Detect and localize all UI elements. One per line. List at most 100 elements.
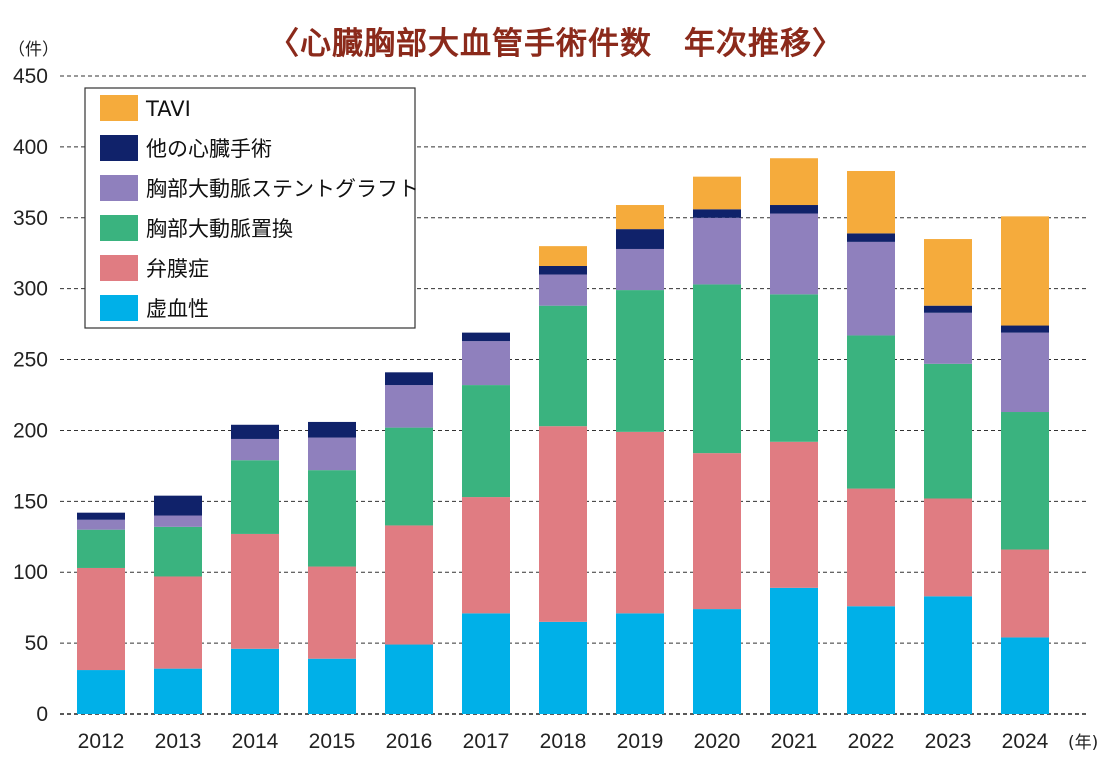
bar-segment <box>231 424 279 439</box>
y-tick-label: 0 <box>36 703 48 726</box>
bar-segment <box>924 305 972 313</box>
bar-segment <box>77 519 125 530</box>
bars <box>77 158 1049 714</box>
bar-segment <box>154 668 202 714</box>
x-tick-label: 2017 <box>463 730 510 753</box>
bar-segment <box>770 158 818 206</box>
legend-label: 弁膜症 <box>146 257 209 281</box>
bar-segment <box>924 363 972 499</box>
bar-segment <box>308 421 356 438</box>
bar-segment <box>154 576 202 669</box>
legend-swatch <box>100 95 138 121</box>
bar-segment <box>770 441 818 588</box>
axes: 0 50 100 150 200 250 300 350 400 450 （件） (年) 2012 201… <box>8 40 1098 753</box>
y-axis-label: （件） <box>8 40 59 60</box>
bar-segment <box>924 498 972 597</box>
bar-segment <box>462 497 510 614</box>
bar-segment <box>539 246 587 266</box>
bar-segment <box>308 566 356 659</box>
bar-segment <box>616 229 664 249</box>
bar-segment <box>924 312 972 364</box>
x-axis-label: (年) <box>1068 733 1098 753</box>
x-tick-label: 2019 <box>617 730 664 753</box>
bar-segment <box>1001 637 1049 714</box>
bar-segment <box>693 609 741 714</box>
bar-segment <box>770 205 818 214</box>
bar-segment <box>1001 412 1049 550</box>
y-tick-label: 300 <box>13 278 48 301</box>
bar-segment <box>77 670 125 714</box>
bar-segment <box>154 526 202 577</box>
bar-segment <box>616 613 664 714</box>
y-tick-label: 250 <box>13 349 48 372</box>
bar-segment <box>1001 332 1049 413</box>
legend-label: 他の心臓手術 <box>146 137 272 161</box>
legend-label: 胸部大動脈置換 <box>146 217 293 241</box>
bar-segment <box>77 567 125 671</box>
bar-segment <box>847 488 895 607</box>
bar-segment <box>385 372 433 386</box>
bar-segment <box>385 644 433 714</box>
bar-segment <box>231 438 279 461</box>
y-tick-label: 450 <box>13 65 48 88</box>
x-tick-label: 2018 <box>540 730 587 753</box>
bar-segment <box>770 213 818 295</box>
bar-segment <box>924 596 972 714</box>
bar-segment <box>308 658 356 714</box>
legend-swatch <box>100 255 138 281</box>
legend-label: 虚血性 <box>146 297 209 321</box>
bar-segment <box>231 533 279 649</box>
legend-label: TAVI <box>145 97 191 121</box>
y-tick-label: 100 <box>13 561 48 584</box>
y-tick-label: 150 <box>13 490 48 513</box>
y-tick-label: 50 <box>25 632 48 655</box>
bar-segment <box>462 332 510 342</box>
bar-segment <box>539 621 587 714</box>
bar-segment <box>770 587 818 714</box>
bar-segment <box>1001 325 1049 333</box>
y-tick-label: 400 <box>13 136 48 159</box>
x-tick-label: 2023 <box>925 730 972 753</box>
bar-segment <box>154 515 202 527</box>
bar-segment <box>847 335 895 489</box>
bar-segment <box>616 248 664 291</box>
bar-segment <box>1001 216 1049 326</box>
legend-box <box>84 87 416 329</box>
bar-segment <box>308 470 356 567</box>
legend-swatch <box>100 135 138 161</box>
legend-swatch <box>100 295 138 321</box>
bar-segment <box>385 427 433 526</box>
bar-segment <box>847 241 895 336</box>
bar-segment <box>924 239 972 306</box>
bar-segment <box>847 233 895 242</box>
bar-segment <box>231 460 279 534</box>
bar-segment <box>385 385 433 428</box>
bar-segment <box>77 512 125 520</box>
bar-segment <box>847 170 895 234</box>
x-tick-label: 2015 <box>309 730 356 753</box>
chart-title: 〈心臓胸部大血管手術件数 年次推移〉 <box>268 26 844 62</box>
bar-segment <box>616 290 664 432</box>
bar-segment <box>539 274 587 306</box>
bar-segment <box>462 613 510 714</box>
bar-segment <box>462 385 510 498</box>
bar-segment <box>693 209 741 218</box>
x-tick-label: 2021 <box>771 730 818 753</box>
x-tick-label: 2012 <box>78 730 125 753</box>
x-tick-label: 2022 <box>848 730 895 753</box>
bar-segment <box>462 341 510 386</box>
bar-segment <box>154 495 202 516</box>
legend-swatch <box>100 215 138 241</box>
bar-segment <box>616 431 664 614</box>
bar-segment <box>770 294 818 442</box>
bar-segment <box>693 176 741 210</box>
bar-segment <box>693 284 741 454</box>
bar-segment <box>539 426 587 622</box>
bar-segment <box>1001 549 1049 638</box>
x-tick-label: 2013 <box>155 730 202 753</box>
bar-segment <box>308 437 356 471</box>
x-tick-label: 2020 <box>694 730 741 753</box>
bar-segment <box>693 217 741 285</box>
